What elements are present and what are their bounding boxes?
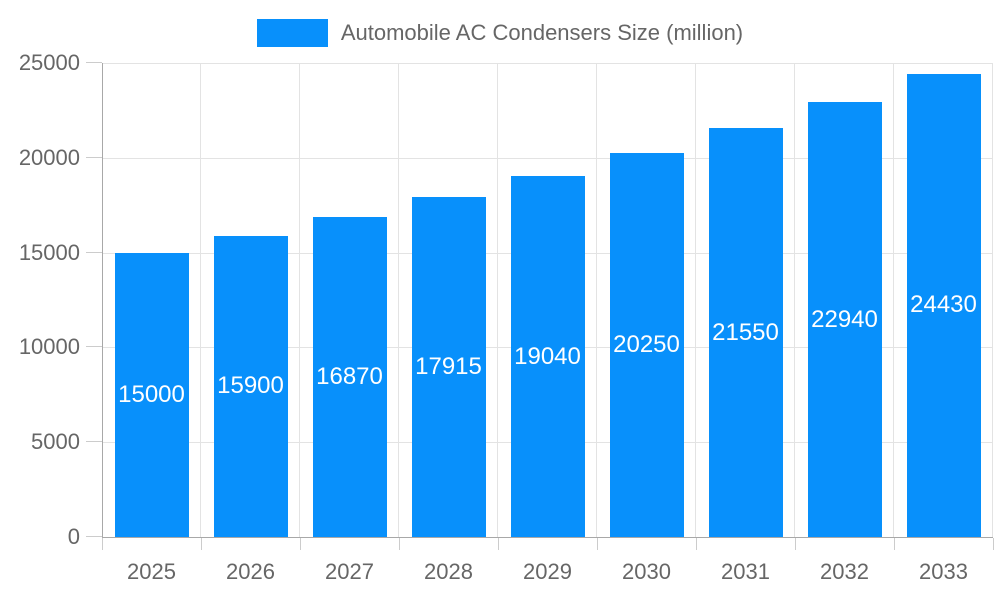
y-axis-tick — [86, 536, 102, 537]
x-tick-label: 2029 — [523, 559, 572, 584]
bar[interactable]: 16870 — [312, 217, 387, 537]
v-gridline — [695, 63, 696, 537]
bar[interactable]: 21550 — [708, 128, 783, 537]
legend-swatch — [256, 19, 328, 47]
x-tick-label: 2032 — [820, 559, 869, 584]
plot-area: 15000 15900 16870 17915 19040 20250 21550 22940… — [102, 63, 993, 537]
v-gridline — [200, 63, 201, 537]
h-gridline — [102, 157, 993, 159]
bar[interactable]: 15000 — [114, 252, 189, 537]
x-axis-line — [102, 537, 993, 538]
bar-value-label: 15000 — [118, 380, 185, 408]
y-axis-tick — [86, 346, 102, 348]
v-gridline — [299, 63, 300, 537]
v-gridline — [794, 63, 795, 537]
x-axis-tick — [300, 538, 301, 550]
legend-label: Automobile AC Condensers Size (million) — [340, 20, 744, 45]
bar[interactable]: 19040 — [510, 176, 585, 537]
bar[interactable]: 17915 — [411, 197, 486, 537]
y-tick-label: 20000 — [18, 144, 80, 170]
x-axis-tick — [696, 538, 697, 550]
h-gridline — [102, 63, 993, 64]
bar[interactable]: 15900 — [213, 235, 288, 537]
bar-value-label: 21550 — [712, 318, 779, 346]
bar-value-label: 24430 — [910, 291, 977, 319]
bar-value-label: 22940 — [811, 305, 878, 333]
x-axis-tick — [795, 538, 796, 550]
y-axis-tick — [86, 441, 102, 443]
x-tick-label: 2025 — [127, 559, 176, 584]
x-tick-label: 2033 — [919, 559, 968, 584]
x-axis-tick — [597, 538, 598, 550]
bar-value-label: 17915 — [415, 353, 482, 381]
legend-item[interactable]: Automobile AC Condensers Size (million) — [0, 18, 1000, 48]
x-tick-label: 2026 — [226, 559, 275, 584]
x-tick-label: 2028 — [424, 559, 473, 584]
v-gridline — [497, 63, 498, 537]
y-axis-tick — [86, 251, 102, 253]
bar[interactable]: 20250 — [609, 153, 684, 537]
v-gridline — [596, 63, 597, 537]
y-tick-label: 5000 — [31, 429, 80, 455]
v-gridline — [398, 63, 399, 537]
x-axis-tick — [102, 538, 103, 550]
y-tick-label: 10000 — [18, 334, 80, 360]
x-axis-tick — [894, 538, 895, 550]
y-axis-line — [102, 63, 103, 537]
x-tick-label: 2030 — [622, 559, 671, 584]
y-tick-label: 15000 — [18, 239, 80, 265]
bar-value-label: 15900 — [217, 372, 284, 400]
bar[interactable]: 22940 — [807, 102, 882, 537]
y-axis-tick — [86, 62, 102, 63]
bar[interactable]: 24430 — [906, 73, 981, 537]
bar-value-label: 19040 — [514, 342, 581, 370]
y-tick-label: 25000 — [18, 50, 80, 75]
v-gridline — [893, 63, 894, 537]
x-tick-label: 2027 — [325, 559, 374, 584]
x-axis-tick — [498, 538, 499, 550]
y-tick-label: 0 — [67, 524, 80, 549]
x-tick-label: 2031 — [721, 559, 770, 584]
bar-value-label: 16870 — [316, 363, 383, 391]
x-axis-tick — [399, 538, 400, 550]
x-axis-tick — [993, 538, 994, 550]
v-gridline — [992, 63, 993, 537]
bar-value-label: 20250 — [613, 331, 680, 359]
x-axis-tick — [201, 538, 202, 550]
y-axis-tick — [86, 156, 102, 158]
